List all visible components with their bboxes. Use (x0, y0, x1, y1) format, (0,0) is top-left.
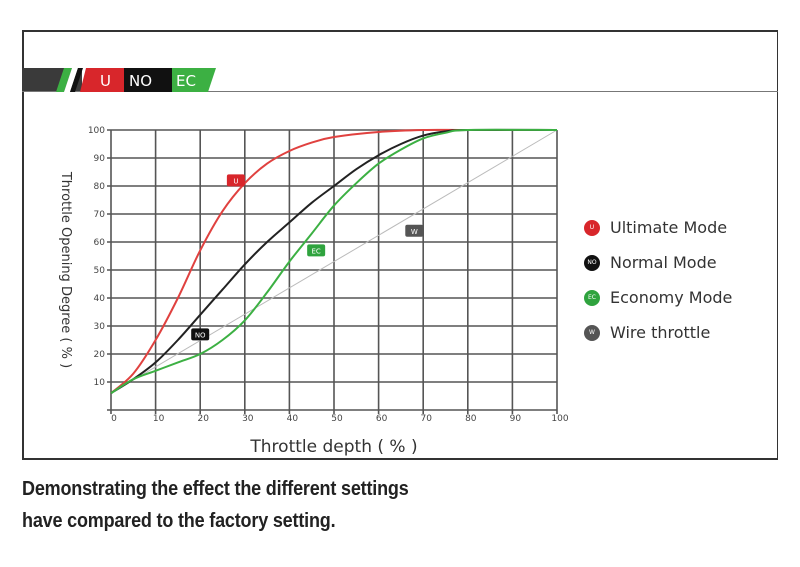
y-tick-label: 40 (94, 294, 106, 304)
x-tick-label: 70 (420, 414, 432, 424)
legend-dot-icon: U (584, 219, 600, 236)
logo-text-no: NO (129, 72, 152, 90)
series-badge-label: EC (312, 247, 321, 255)
x-tick-label: 60 (376, 414, 388, 424)
logo-segment-no (124, 68, 172, 92)
logo-text-ec: EC (176, 72, 196, 90)
series-badge-ec (307, 244, 326, 257)
caption-line-1: Demonstrating the effect the different s… (22, 478, 409, 500)
tick-labels: 0 10 20 30 40 50 60 70 80 90 100 10 20 30 40 50 60 70 80 90… (88, 126, 569, 424)
y-tick-label: 80 (94, 182, 106, 192)
y-tick-label: 100 (88, 126, 105, 136)
logo-text-u: U (100, 72, 111, 90)
legend-dot-icon: W (584, 324, 600, 341)
y-tick-label: 70 (94, 210, 106, 220)
x-tick-label: 80 (465, 414, 477, 424)
series-lines (110, 128, 558, 395)
x-tick-label: 30 (242, 414, 254, 424)
y-tick-label: 90 (94, 154, 106, 164)
legend-item-wire: W Wire throttle (584, 315, 732, 350)
series-line-no (110, 128, 558, 395)
x-axis-label: Throttle depth ( % ) (249, 437, 417, 457)
series-badge-label: U (233, 177, 238, 185)
y-tick-label: 30 (94, 322, 106, 332)
legend: U Ultimate Mode NO Normal Mode EC Economy M… (584, 210, 732, 350)
y-tick-label: 20 (94, 350, 106, 360)
x-tick-label: 40 (287, 414, 299, 424)
mode-logo: U NO EC (56, 68, 216, 92)
series-line-u (110, 128, 557, 394)
y-axis-label: Throttle Opening Degree ( % ) (58, 171, 73, 368)
logo-segment-ec (172, 68, 216, 92)
x-tick-label: 50 (331, 414, 343, 424)
y-tick-label: 60 (94, 238, 106, 248)
y-tick-label: 10 (94, 378, 106, 388)
series-badge-w (405, 224, 424, 237)
x-tick-label: 20 (197, 414, 209, 424)
series-badge-label: NO (195, 331, 206, 339)
caption-line-2: have compared to the factory setting. (22, 510, 336, 532)
series-badge-u (226, 174, 245, 187)
legend-item-normal: NO Normal Mode (584, 245, 732, 280)
series-badges: U NO EC W (191, 174, 424, 341)
x-tick-label: 90 (510, 414, 522, 424)
series-line-ec (110, 128, 558, 395)
series-badge-no (191, 328, 210, 341)
series-badge-label: W (411, 228, 418, 236)
legend-item-economy: EC Economy Mode (584, 280, 732, 315)
y-tick-label: 50 (94, 266, 106, 276)
legend-dot-icon: NO (584, 254, 600, 271)
header-divider (22, 91, 778, 92)
x-tick-label: 100 (551, 414, 568, 424)
logo-segment-u (80, 68, 124, 92)
x-tick-label: 0 (111, 414, 117, 424)
x-tick-label: 10 (153, 414, 165, 424)
legend-item-ultimate: U Ultimate Mode (584, 210, 732, 245)
chart-frame (22, 30, 778, 460)
series-line-w (110, 129, 558, 394)
throttle-chart: 0 10 20 30 40 50 60 70 80 90 100 10 20 30 40 50 60 70 80 90… (58, 126, 569, 457)
grid (107, 129, 558, 414)
legend-dot-icon: EC (584, 289, 600, 306)
